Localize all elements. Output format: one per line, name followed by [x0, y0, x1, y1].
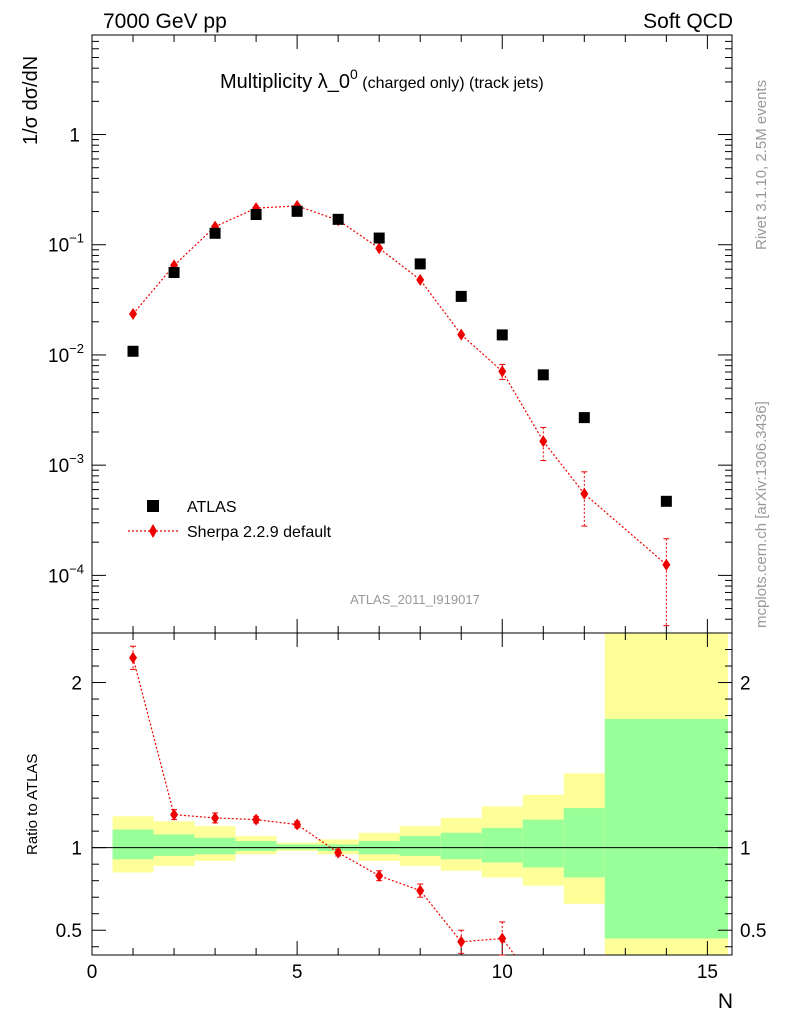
atlas-point [332, 213, 344, 225]
main-frame: 1 10−1 10−2 10−3 10−4 [48, 34, 733, 634]
green-band-bin [235, 841, 277, 851]
atlas-point [660, 495, 672, 507]
legend-atlas-label: ATLAS [187, 499, 237, 516]
ratio-bands [112, 633, 728, 955]
x-tick-label: 10 [492, 962, 513, 983]
ratio-point [211, 811, 220, 824]
ratio-tick-label: 1 [71, 839, 82, 860]
y-tick-label: 10−1 [48, 231, 84, 257]
green-band-bin [563, 808, 605, 878]
atlas-point [291, 205, 303, 217]
ratio-point [293, 818, 302, 831]
green-band-bin [153, 834, 195, 856]
ratio-series [129, 645, 516, 956]
ratio-tick-label-right: 0.5 [740, 921, 766, 942]
rivet-label: Rivet 3.1.10, 2.5M events [753, 80, 770, 250]
sherpa-point [129, 308, 138, 321]
atlas-point [127, 345, 139, 357]
sherpa-point [662, 558, 671, 571]
ratio-tick-label-right: 2 [740, 674, 751, 695]
atlas-point [168, 266, 180, 278]
legend-atlas-marker [147, 500, 159, 512]
ratio-point [170, 808, 179, 821]
ratio-tick-label-right: 1 [740, 839, 751, 860]
green-band-bin [276, 844, 318, 850]
sherpa-point [498, 365, 507, 378]
green-band-bin [112, 829, 154, 860]
legend: ATLAS Sherpa 2.2.9 default [128, 499, 332, 541]
ratio-point [416, 884, 425, 897]
main-series [127, 199, 672, 627]
x-tick-label: 5 [292, 962, 303, 983]
y-tick-label: 10−2 [48, 341, 84, 367]
green-band-bin [399, 836, 441, 856]
x-tick-label: 15 [697, 962, 718, 983]
ratio-point [129, 651, 138, 664]
green-band-bin [604, 718, 728, 939]
ratio-frame: 0 5 10 15 2 2 1 1 0.5 0.5 [56, 632, 766, 983]
ratio-tick-label: 2 [71, 674, 82, 695]
y-tick-label: 1 [69, 126, 80, 147]
atlas-point [578, 412, 590, 424]
atlas-point [414, 258, 426, 270]
legend-sherpa-label: Sherpa 2.2.9 default [187, 524, 332, 541]
y-tick-label: 10−4 [48, 561, 84, 587]
ratio-axis-label: Ratio to ATLAS [24, 754, 41, 855]
header-process: Soft QCD [643, 10, 733, 33]
atlas-point [250, 209, 262, 221]
atlas-point [209, 227, 221, 239]
x-axis-label: N [718, 990, 733, 1013]
mcplots-label: mcplots.cern.ch [arXiv:1306.3436] [753, 401, 770, 628]
green-band-bin [522, 819, 564, 868]
ratio-plot-frame [91, 632, 733, 956]
sherpa-point [375, 242, 384, 255]
green-band-bin [194, 837, 236, 855]
green-band-bin [440, 832, 482, 860]
sherpa-point [539, 435, 548, 448]
ratio-point [252, 813, 261, 826]
sherpa-point [416, 273, 425, 286]
y-axis-label: 1/σ dσ/dN [20, 56, 42, 145]
atlas-point [455, 290, 467, 302]
legend-sherpa-marker [149, 524, 157, 538]
x-tick-label: 0 [87, 962, 98, 983]
sherpa-point [580, 487, 589, 500]
atlas-point [537, 369, 549, 381]
plot-title: Multiplicity λ_00 (charged only) (track … [220, 66, 544, 93]
atlas-point [373, 232, 385, 244]
main-plot-frame [91, 34, 733, 634]
ratio-tick-label: 0.5 [56, 921, 82, 942]
y-tick-label: 10−3 [48, 451, 84, 477]
sherpa-point [457, 328, 466, 341]
ratio-point [457, 935, 466, 948]
atlas-point [496, 329, 508, 341]
ratio-point [375, 869, 384, 882]
header-energy: 7000 GeV pp [103, 10, 227, 33]
ratio-point [334, 846, 343, 859]
green-band-bin [481, 827, 523, 863]
ratio-point [498, 932, 507, 945]
analysis-id: ATLAS_2011_I919017 [350, 592, 480, 607]
ratio-line [132, 657, 516, 956]
